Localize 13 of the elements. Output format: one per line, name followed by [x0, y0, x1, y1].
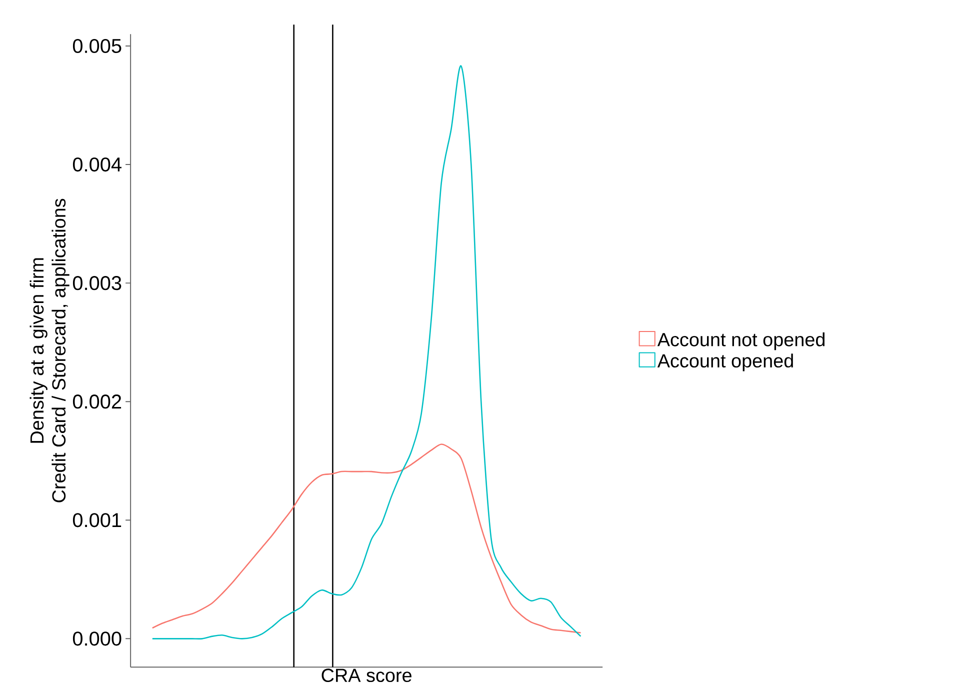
line-series	[152, 443, 582, 634]
y-tick-label: 0.002	[72, 394, 122, 408]
y-tick-label: 0.001	[72, 512, 122, 528]
legend-label: Account opened	[657, 353, 793, 372]
y-tick-label: 0.004	[72, 157, 122, 172]
line-series	[152, 65, 582, 640]
y-tick-label: 0.000	[72, 631, 122, 646]
text: Density at a given firm	[30, 258, 48, 443]
y-tick-label: 0.005	[72, 38, 122, 53]
text: Credit Card / Storecard, applications	[52, 198, 70, 502]
x-axis-title: CRA score	[322, 668, 412, 682]
legend-label: Account not opened	[657, 332, 825, 350]
y-tick-label: 0.003	[72, 276, 122, 290]
